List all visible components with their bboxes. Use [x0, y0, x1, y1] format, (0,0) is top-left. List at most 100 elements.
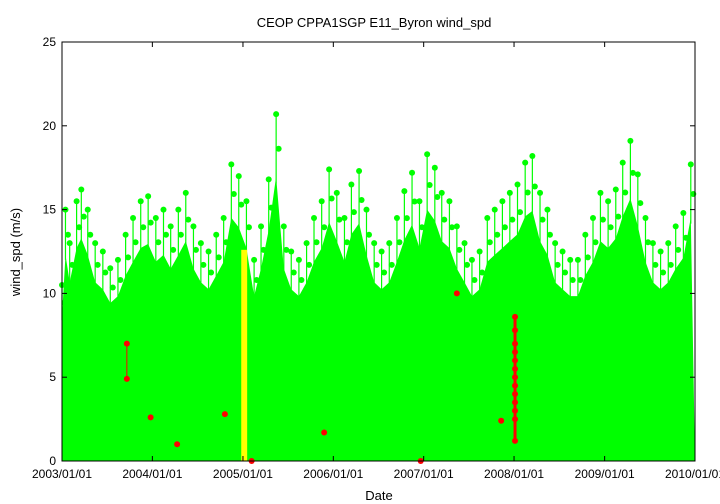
- good-data-point: [130, 214, 137, 221]
- good-data-point: [537, 189, 544, 196]
- good-data-point: [396, 239, 403, 246]
- good-data-point: [599, 216, 606, 223]
- good-data-point: [260, 246, 267, 253]
- good-data-point: [371, 240, 378, 247]
- good-data-point: [411, 198, 418, 205]
- good-data-point: [175, 206, 182, 213]
- good-data-point: [559, 248, 566, 255]
- good-data-point: [649, 240, 656, 247]
- good-data-point: [326, 166, 333, 173]
- good-data-point: [213, 231, 220, 238]
- good-data-point: [682, 234, 689, 241]
- good-data-point: [665, 240, 672, 247]
- good-data-point: [258, 223, 265, 230]
- good-data-point: [634, 171, 641, 178]
- flagged-data-points: [123, 290, 519, 464]
- good-data-point: [288, 248, 295, 255]
- good-data-point: [92, 240, 99, 247]
- good-data-point: [403, 215, 410, 222]
- good-data-point: [434, 194, 441, 201]
- good-data-point: [215, 254, 222, 261]
- good-data-point: [544, 206, 551, 213]
- flagged-data-point: [321, 429, 328, 436]
- good-data-point: [486, 239, 493, 246]
- good-data-point: [230, 191, 237, 198]
- good-data-point: [147, 219, 154, 226]
- good-data-point: [177, 231, 184, 238]
- good-data-point: [152, 214, 159, 221]
- good-data-point: [438, 189, 445, 196]
- good-data-point: [94, 261, 101, 268]
- good-data-point: [298, 276, 305, 283]
- y-tick-label: 25: [43, 35, 57, 49]
- y-axis: 0 5 10 15 20 25: [43, 35, 695, 468]
- flagged-data-point: [174, 441, 181, 448]
- good-data-point: [652, 261, 659, 268]
- good-data-point: [167, 223, 174, 230]
- good-data-point: [605, 198, 612, 205]
- good-data-point: [446, 198, 453, 205]
- chart-title: CEOP CPPA1SGP E11_Byron wind_spd: [257, 15, 492, 30]
- good-data-area: [62, 176, 695, 461]
- good-data-point: [311, 214, 318, 221]
- good-data-point: [162, 231, 169, 238]
- good-data-point: [78, 186, 85, 193]
- good-data-point: [235, 173, 242, 180]
- good-data-point: [253, 276, 260, 283]
- good-data-point: [657, 248, 664, 255]
- x-axis: 2003/01/01 2004/01/01 2005/01/01 2006/01/01…: [32, 42, 720, 481]
- good-data-point: [484, 214, 491, 221]
- good-data-point: [132, 239, 139, 246]
- good-data-point: [373, 261, 380, 268]
- good-data-point: [275, 145, 282, 152]
- flagged-data-point: [512, 313, 519, 320]
- good-data-point: [672, 223, 679, 230]
- good-data-point: [341, 214, 348, 221]
- good-data-point: [117, 276, 124, 283]
- good-data-point: [461, 240, 468, 247]
- x-tick-label: 2009/01/01: [575, 467, 635, 481]
- good-data-point: [125, 254, 132, 261]
- x-tick-label: 2003/01/01: [32, 467, 92, 481]
- good-data-point: [517, 209, 524, 216]
- good-data-point: [574, 256, 581, 263]
- good-data-point: [592, 239, 599, 246]
- flagged-data-point: [512, 349, 519, 356]
- good-data-point: [220, 214, 227, 221]
- good-data-point: [567, 256, 574, 263]
- x-axis-label: Date: [365, 488, 392, 503]
- good-data-point: [197, 240, 204, 247]
- good-data-point: [336, 216, 343, 223]
- good-data-point: [546, 231, 553, 238]
- good-data-point: [114, 256, 121, 263]
- flagged-data-point: [512, 382, 519, 389]
- good-data-point: [109, 284, 116, 291]
- good-data-point: [418, 224, 425, 231]
- good-data-point: [431, 164, 438, 171]
- good-data-point: [622, 189, 629, 196]
- good-data-point: [582, 231, 589, 238]
- flagged-data-point: [512, 327, 519, 334]
- good-data-point: [607, 224, 614, 231]
- good-data-point: [494, 231, 501, 238]
- y-tick-label: 20: [43, 119, 57, 133]
- good-data-point: [208, 269, 215, 276]
- good-data-point: [160, 206, 167, 213]
- good-data-point: [137, 198, 144, 205]
- good-data-point: [386, 240, 393, 247]
- good-data-point: [182, 189, 189, 196]
- x-tick-label: 2008/01/01: [484, 467, 544, 481]
- good-data-point: [268, 204, 275, 211]
- flagged-data-point: [512, 390, 519, 397]
- good-data-point: [306, 261, 313, 268]
- good-data-point: [612, 186, 619, 193]
- good-data-point: [80, 213, 87, 220]
- good-data-point: [99, 248, 106, 255]
- good-data-point: [509, 216, 516, 223]
- y-tick-label: 5: [49, 370, 56, 384]
- good-data-envelope: [62, 176, 695, 461]
- good-data-point: [577, 276, 584, 283]
- good-data-point: [409, 169, 416, 176]
- good-data-point: [529, 152, 536, 159]
